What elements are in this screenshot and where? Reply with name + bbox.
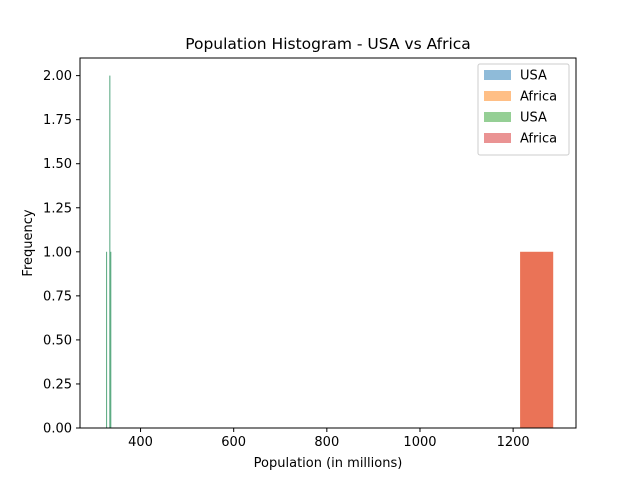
chart-title: Population Histogram - USA vs Africa [185,35,471,53]
x-axis-label: Population (in millions) [254,456,403,471]
x-tick-label: 1200 [497,435,530,450]
x-axis-ticks: 400 600 800 1000 1200 [128,428,530,450]
y-axis-ticks: 0.00 0.25 0.50 0.75 1.00 1.25 1.50 1.75 2.00 [43,69,80,437]
plot-frame [79,57,577,429]
bars-layer [106,75,554,428]
legend-label-usa: USA [520,111,547,126]
legend-swatch-usa [484,112,511,122]
y-tick-label: 0.00 [43,422,72,437]
y-tick-label: 2.00 [43,69,72,84]
legend-swatch-africa [484,91,511,101]
legend-label-africa: Africa [520,90,557,105]
legend-swatch-africa [484,133,511,143]
y-tick-label: 1.00 [43,245,72,260]
x-tick-label: 1000 [403,435,436,450]
bar-usa-2-0 [106,251,108,428]
x-tick-label: 600 [221,435,246,450]
legend-label-usa: USA [520,69,547,84]
y-tick-label: 0.75 [43,289,72,304]
y-tick-label: 1.75 [43,113,72,128]
legend-label-africa: Africa [520,132,557,147]
y-tick-label: 0.50 [43,333,72,348]
y-tick-label: 1.50 [43,157,72,172]
bar-usa-2-2 [110,251,112,428]
x-tick-label: 800 [314,435,339,450]
legend-frame [477,63,570,156]
x-tick-label: 400 [128,435,153,450]
y-axis-label: Frequency [21,209,36,276]
y-tick-label: 1.25 [43,201,72,216]
y-tick-label: 0.25 [43,377,72,392]
bar-africa-3-0 [520,251,554,428]
legend-swatch-usa [484,70,511,80]
bar-usa-2-1 [109,75,111,428]
legend: USA Africa USA Africa [477,63,570,156]
